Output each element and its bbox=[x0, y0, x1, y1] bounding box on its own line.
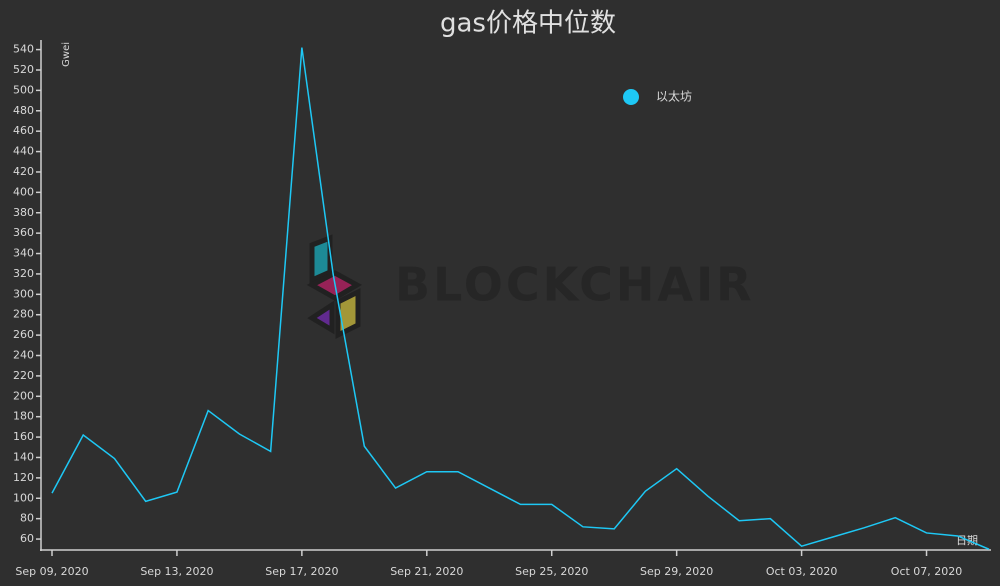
x-tick-label: Sep 13, 2020 bbox=[140, 565, 213, 578]
y-tick-label: 180 bbox=[13, 410, 34, 423]
y-tick-label: 240 bbox=[13, 349, 34, 362]
y-tick-label: 400 bbox=[13, 185, 34, 198]
y-tick-label: 520 bbox=[13, 63, 34, 76]
x-tick-label: Sep 25, 2020 bbox=[515, 565, 588, 578]
y-tick-label: 540 bbox=[13, 43, 34, 56]
y-tick-label: 440 bbox=[13, 145, 34, 158]
y-tick-label: 340 bbox=[13, 247, 34, 260]
y-tick-label: 500 bbox=[13, 83, 34, 96]
y-tick-label: 220 bbox=[13, 369, 34, 382]
y-tick-label: 140 bbox=[13, 450, 34, 463]
y-tick-label: 480 bbox=[13, 104, 34, 117]
y-axis-label: Gwei bbox=[61, 42, 72, 67]
x-tick-label: Sep 29, 2020 bbox=[640, 565, 713, 578]
watermark-logo bbox=[306, 234, 363, 340]
y-tick-label: 360 bbox=[13, 226, 34, 239]
y-tick-label: 260 bbox=[13, 328, 34, 341]
x-tick-label: Sep 09, 2020 bbox=[15, 565, 88, 578]
y-tick-label: 100 bbox=[13, 491, 34, 504]
x-tick-label: Oct 07, 2020 bbox=[891, 565, 963, 578]
legend-label: 以太坊 bbox=[656, 89, 692, 104]
y-tick-label: 280 bbox=[13, 308, 34, 321]
y-tick-label: 160 bbox=[13, 430, 34, 443]
y-tick-label: 120 bbox=[13, 471, 34, 484]
legend-marker bbox=[623, 89, 639, 105]
y-tick-label: 200 bbox=[13, 389, 34, 402]
x-tick-label: Sep 17, 2020 bbox=[265, 565, 338, 578]
watermark: BLOCKCHAIR bbox=[395, 258, 755, 312]
y-tick-label: 460 bbox=[13, 124, 34, 137]
line bbox=[51, 47, 990, 550]
y-tick-label: 420 bbox=[13, 165, 34, 178]
x-tick-label: Sep 21, 2020 bbox=[390, 565, 463, 578]
y-tick-label: 60 bbox=[20, 532, 34, 545]
chart-title: gas价格中位数 bbox=[440, 9, 616, 39]
y-tick-label: 300 bbox=[13, 287, 34, 300]
y-tick-label: 380 bbox=[13, 206, 34, 219]
x-tick-label: Oct 03, 2020 bbox=[766, 565, 838, 578]
y-tick-label: 320 bbox=[13, 267, 34, 280]
y-tick-label: 80 bbox=[20, 512, 34, 525]
